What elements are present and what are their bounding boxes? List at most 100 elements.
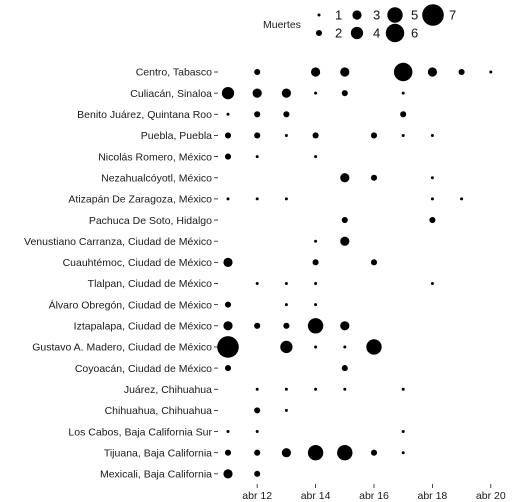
data-point	[429, 217, 436, 224]
data-point	[314, 345, 318, 349]
data-point	[430, 133, 434, 137]
data-point	[341, 217, 348, 224]
y-tick-label: Tlalpan, Ciudad de México	[88, 278, 212, 290]
x-tick-label: abr 18	[418, 490, 448, 502]
y-tick-label: Venustiano Carranza, Ciudad de México	[24, 236, 212, 248]
data-point	[255, 155, 259, 159]
data-point	[283, 111, 290, 118]
data-point	[401, 133, 405, 137]
data-point	[393, 62, 413, 82]
data-point	[427, 67, 437, 77]
y-tick-label: Centro, Tabasco	[136, 67, 212, 79]
data-point	[224, 132, 232, 139]
data-point	[430, 197, 434, 201]
data-point	[284, 387, 288, 391]
legend-label: 6	[411, 26, 418, 41]
data-point	[307, 318, 324, 334]
data-point	[254, 322, 261, 329]
data-point	[430, 176, 434, 180]
data-point	[254, 111, 261, 118]
data-point	[284, 303, 288, 307]
legend-label: 5	[411, 8, 418, 23]
data-point	[224, 301, 232, 308]
data-point	[254, 407, 261, 414]
data-point	[280, 340, 293, 354]
data-point	[217, 336, 239, 358]
y-tick-label: Pachuca De Soto, Hidalgo	[89, 215, 212, 227]
legend-key	[385, 23, 405, 43]
data-point	[340, 67, 350, 77]
y-tick-label: Nicolás Romero, México	[98, 151, 212, 163]
legend-label: 3	[373, 8, 380, 23]
x-tick-label: abr 16	[359, 490, 389, 502]
data-point	[370, 132, 378, 139]
data-point	[340, 236, 350, 246]
data-point	[255, 282, 259, 285]
data-point	[283, 322, 290, 329]
data-point	[312, 132, 319, 139]
data-point	[254, 68, 261, 76]
legend-key	[350, 26, 364, 40]
data-point	[224, 449, 232, 456]
data-point	[311, 67, 321, 77]
data-point	[337, 445, 353, 461]
legend-key	[317, 13, 321, 17]
data-point	[255, 387, 259, 391]
legend: Muertes 1 2 3 4 5 6 7	[263, 4, 456, 43]
data-point	[366, 339, 382, 355]
y-tick-label: Atizapán De Zaragoza, México	[68, 194, 212, 206]
data-points	[217, 62, 493, 479]
x-tick-label: abr 20	[476, 490, 506, 502]
y-tick-label: Nezahualcóyotl, México	[101, 172, 212, 184]
data-point	[224, 365, 232, 372]
data-point	[489, 70, 493, 74]
y-tick-label: Mexicali, Baja California	[100, 469, 212, 481]
data-point	[284, 282, 288, 285]
data-point	[401, 451, 405, 455]
data-point	[312, 259, 319, 266]
data-point	[340, 321, 350, 331]
data-point	[307, 445, 324, 461]
legend-key	[387, 7, 403, 23]
legend-label: 7	[449, 8, 456, 23]
data-point	[226, 197, 230, 201]
data-point	[314, 91, 318, 95]
data-point	[223, 257, 233, 267]
data-point	[458, 68, 465, 76]
data-point	[221, 87, 235, 100]
data-point	[254, 132, 261, 139]
data-point	[224, 153, 232, 160]
y-axis: Centro, Tabasco Culiacán, Sinaloa Benito J…	[24, 67, 218, 481]
x-axis: abr 12 abr 14 abr 16 abr 18 abr 20	[242, 484, 506, 502]
data-point	[401, 387, 405, 391]
x-tick-label: abr 14	[301, 490, 331, 502]
data-point	[226, 112, 230, 116]
x-tick-label: abr 12	[242, 490, 272, 502]
data-point	[400, 111, 407, 118]
data-point	[223, 321, 233, 331]
data-point	[401, 430, 405, 434]
data-point	[430, 282, 434, 285]
data-point	[370, 259, 378, 266]
data-point	[223, 469, 233, 479]
data-point	[284, 408, 288, 412]
data-point	[255, 197, 259, 201]
y-tick-label: Puebla, Puebla	[141, 130, 212, 142]
legend-key	[315, 29, 323, 37]
data-point	[341, 90, 348, 97]
data-point	[314, 303, 318, 307]
data-point	[284, 133, 288, 137]
y-tick-label: Tijuana, Baja California	[104, 447, 212, 459]
data-point	[255, 430, 259, 434]
y-tick-label: Álvaro Obregón, Ciudad de México	[49, 298, 213, 311]
legend-key	[352, 10, 362, 20]
data-point	[226, 430, 230, 434]
data-point	[460, 197, 464, 201]
y-tick-label: Coyoacán, Ciudad de México	[75, 363, 212, 375]
y-tick-label: Gustavo A. Madero, Ciudad de México	[32, 342, 212, 354]
data-point	[284, 197, 288, 201]
data-point	[314, 239, 318, 243]
data-point	[370, 449, 378, 456]
legend-key	[422, 4, 444, 26]
